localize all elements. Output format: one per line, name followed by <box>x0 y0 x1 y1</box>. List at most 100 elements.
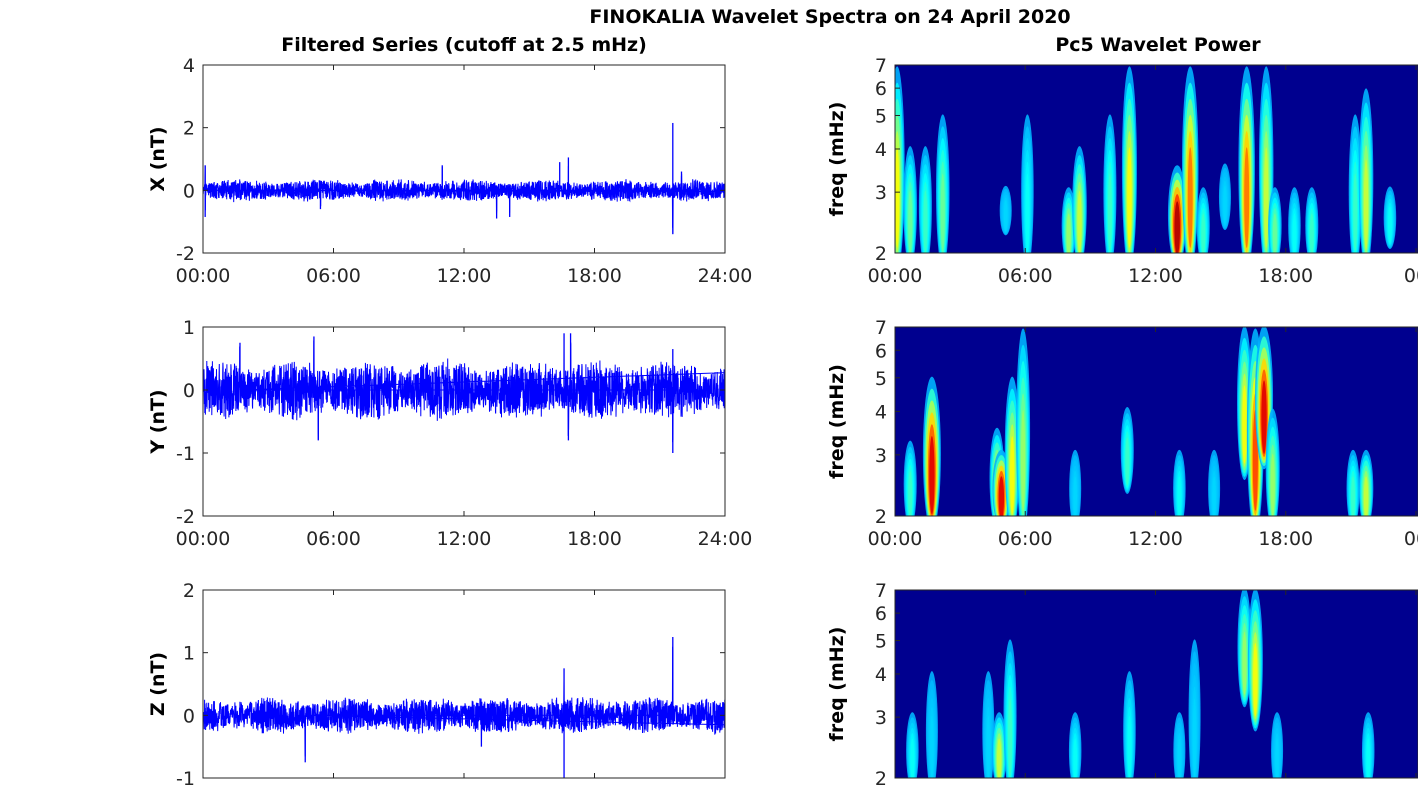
power-contour <box>1073 738 1078 778</box>
axes-box <box>894 326 1418 517</box>
power-contour <box>1270 453 1275 516</box>
power-contour <box>1253 643 1258 717</box>
x-tick-label: 06:00 <box>998 265 1053 287</box>
heatmap-background <box>895 65 1418 253</box>
power-blob <box>999 185 1012 236</box>
power-contour <box>1177 738 1182 778</box>
power-contour <box>1107 173 1112 252</box>
power-blob <box>991 712 1007 778</box>
plot-area <box>203 65 725 253</box>
power-contour <box>908 190 913 253</box>
y-tick-label: -2 <box>176 243 195 265</box>
power-contour <box>1363 476 1369 516</box>
power-contour <box>1127 715 1132 778</box>
y-tick-label: 4 <box>875 664 887 686</box>
power-blob <box>1068 712 1082 778</box>
y-tick-label: 1 <box>183 317 195 339</box>
power-blob <box>1003 639 1017 778</box>
panel-z-line: -1 0 1 2 Z (nT) <box>147 580 726 788</box>
panel-y-heatmap: 2 3 4 5 67 00:00 06:00 12:00 18:00 00 freq (mHz) <box>826 317 1418 550</box>
power-contour <box>1192 698 1197 777</box>
power-blob <box>1061 187 1076 253</box>
y-axis-label: freq (mHz) <box>826 102 848 217</box>
power-contour <box>1187 147 1193 248</box>
power-contour <box>910 738 915 778</box>
power-blob <box>1123 671 1136 778</box>
power-contour <box>1077 190 1082 253</box>
y-tick-label: -1 <box>176 768 195 788</box>
series-line-z <box>203 646 725 757</box>
power-blob <box>1021 114 1034 253</box>
power-blob <box>903 146 917 253</box>
power-blob <box>906 712 919 778</box>
power-blob <box>1361 712 1375 778</box>
power-contour <box>1025 173 1030 252</box>
plot-area <box>203 327 725 516</box>
y-tick-label: 2 <box>875 506 887 528</box>
power-blob <box>1268 187 1282 253</box>
power-blob <box>1346 449 1360 516</box>
y-tick-label: 2 <box>183 118 195 140</box>
power-blob <box>1181 66 1199 253</box>
x-tick-label: 12:00 <box>437 528 492 550</box>
heatmap-events <box>903 327 1374 516</box>
power-blob <box>1173 712 1186 778</box>
y-tick-label: 3 <box>875 707 887 729</box>
heatmap-events <box>906 590 1375 778</box>
power-contour <box>1244 147 1250 248</box>
power-blob <box>992 449 1011 516</box>
power-blob <box>1271 712 1284 778</box>
power-blob <box>1120 406 1134 494</box>
power-contour <box>1363 159 1369 250</box>
x-tick-label: 24:00 <box>698 265 753 287</box>
x-tick-label: 12:00 <box>1128 265 1183 287</box>
power-contour <box>1275 738 1279 778</box>
y-tick-label: 7 <box>875 55 887 77</box>
x-tick-label: 00:00 <box>176 265 231 287</box>
power-blob <box>1238 66 1255 253</box>
power-blob <box>1121 66 1137 253</box>
x-tick-label: 00 <box>1404 528 1418 550</box>
heatmap-background <box>895 590 1418 778</box>
power-blob <box>1196 187 1210 253</box>
y-axis-label: freq (mHz) <box>826 627 848 742</box>
y-tick-label: 4 <box>183 55 195 77</box>
power-blob <box>936 114 950 253</box>
power-contour <box>1292 213 1297 253</box>
power-contour <box>997 738 1002 778</box>
y-tick-label: 0 <box>183 380 195 402</box>
y-tick-label: 1 <box>183 643 195 665</box>
power-contour <box>1177 476 1182 516</box>
power-contour <box>940 173 945 252</box>
panel-y-line: -2 -1 0 1 00:00 06:00 12:00 18:00 24:00 Y (nT) <box>147 317 752 550</box>
plot-area <box>203 590 725 778</box>
power-blob <box>918 146 932 253</box>
power-blob <box>1247 590 1263 732</box>
figure-title: FINOKALIA Wavelet Spectra on 24 April 20… <box>589 6 1071 28</box>
x-tick-label: 00:00 <box>868 528 923 550</box>
y-tick-label: 4 <box>875 401 887 423</box>
power-blob <box>1004 376 1020 516</box>
power-contour <box>1212 476 1216 516</box>
y-tick-label: 5 <box>875 368 887 390</box>
power-blob <box>1188 639 1201 778</box>
left-column-title: Filtered Series (cutoff at 2.5 mHz) <box>281 34 647 56</box>
x-tick-label: 00:00 <box>868 265 923 287</box>
y-tick-label: 6 <box>875 603 887 625</box>
panel-x-line: -2 0 2 4 00:00 06:00 12:00 18:00 24:00 X (nT) <box>147 55 752 287</box>
heatmap-background <box>895 327 1418 516</box>
power-blob <box>1358 449 1374 516</box>
power-contour <box>1201 213 1206 253</box>
y-axis-label: Z (nT) <box>147 652 169 716</box>
y-axis-label: freq (mHz) <box>826 364 848 479</box>
power-contour <box>1125 437 1130 486</box>
y-tick-label: 2 <box>183 580 195 602</box>
y-tick-label: 2 <box>875 243 887 265</box>
y-tick-label: 7 <box>875 580 887 602</box>
y-tick-label: 5 <box>875 630 887 652</box>
power-blob <box>1069 449 1082 516</box>
power-contour <box>986 715 991 778</box>
power-contour <box>1223 185 1227 224</box>
x-tick-label: 18:00 <box>1258 528 1313 550</box>
x-tick-label: 18:00 <box>1258 265 1313 287</box>
